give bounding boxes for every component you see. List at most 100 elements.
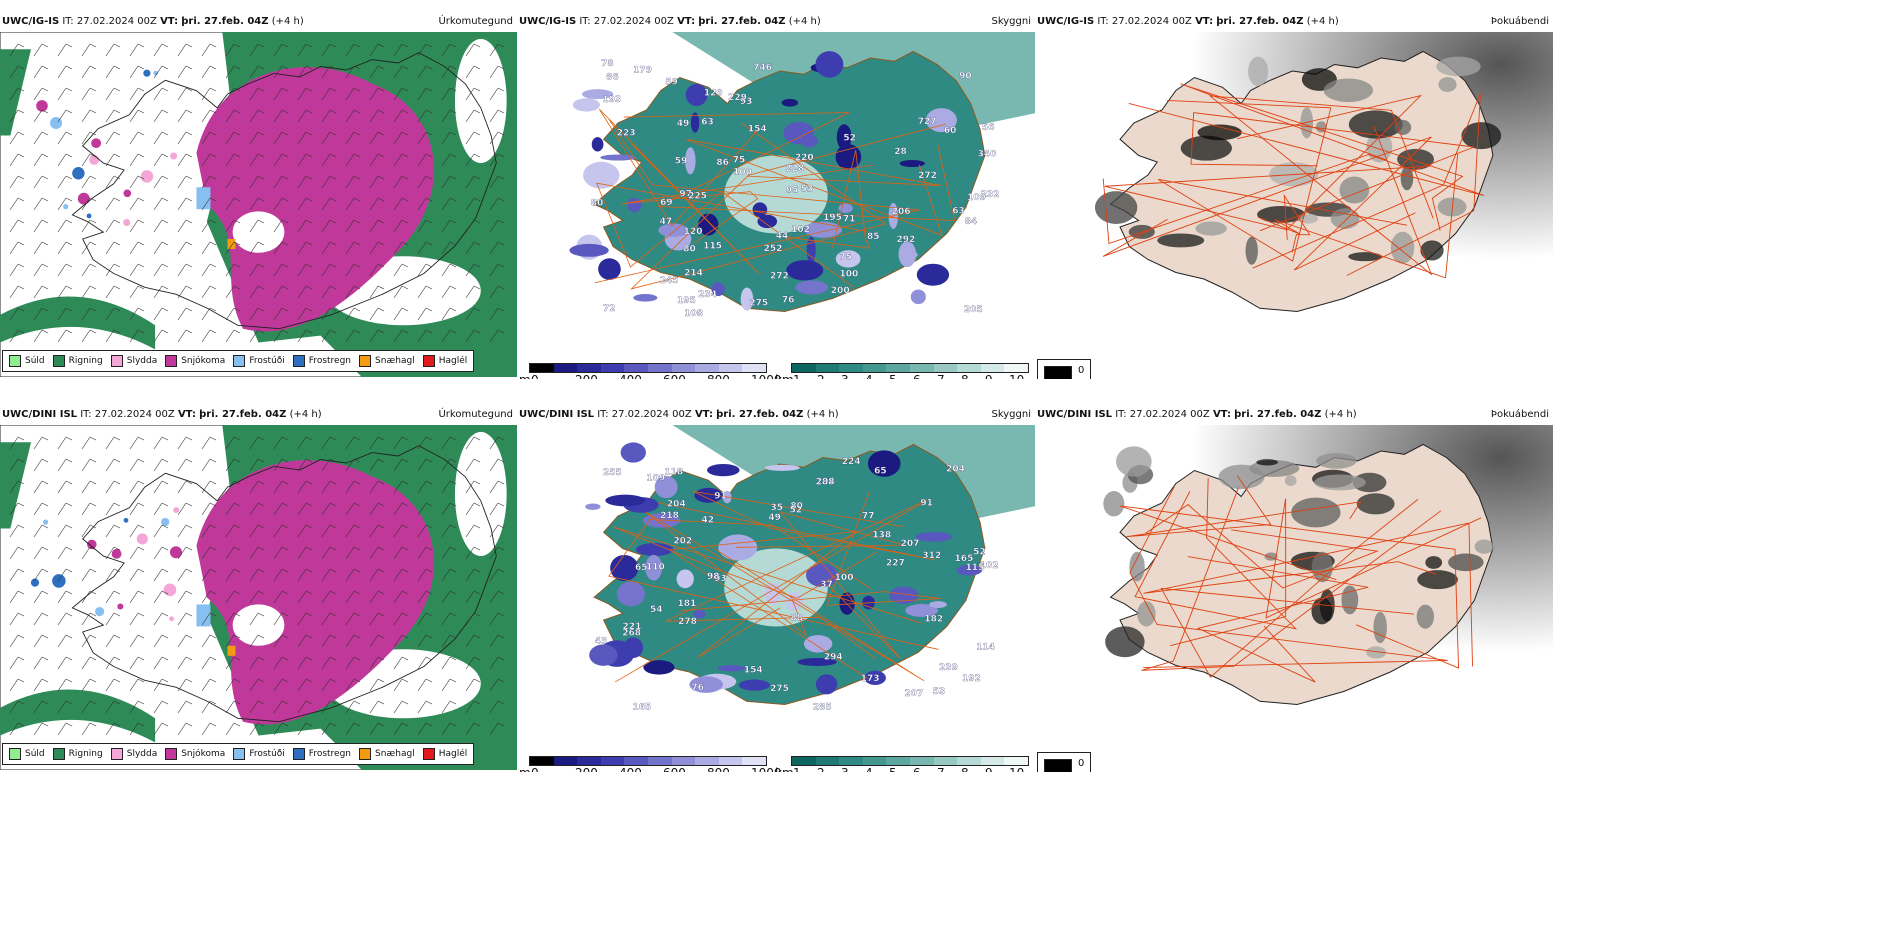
cloudbase-value: 200 [831, 286, 850, 296]
cloudbase-value: 54 [650, 605, 663, 615]
cloudbase-value: 102 [980, 561, 999, 571]
fog-panel: UWC/IG-IS IT: 27.02.2024 00Z VT: þri. 27… [1035, 12, 1553, 379]
cloudbase-value: 228 [785, 164, 804, 174]
panel-title: Skyggni [991, 409, 1031, 420]
precip-type-legend: Súld Rigning Slydda Snjókoma Frostúði Frostre… [2, 350, 475, 372]
cloudbase-value: 195 [677, 296, 696, 306]
cloudbase-ticks: m0 200 400 600 800 1000 [519, 373, 782, 379]
cloudbase-tick: 1000 [751, 373, 782, 379]
valid-time-label: VT: [1212, 409, 1231, 420]
legend-item: Frostúði [233, 748, 285, 760]
cloudbase-value: 204 [946, 465, 965, 475]
precip-type-legend: Súld Rigning Slydda Snjókoma Frostúði Frostre… [2, 743, 475, 765]
run-info: UWC/IG-IS IT: 27.02.2024 00Z VT: þri. 27… [517, 12, 821, 32]
visibility-tick: 4 [865, 373, 873, 379]
fog-map-svg [1035, 32, 1553, 357]
legend-label: Súld [25, 749, 45, 759]
cloudbase-value: 268 [622, 629, 641, 639]
visibility-tick: 5 [889, 373, 897, 379]
cloudbase-value: 53 [933, 687, 946, 697]
cloudbase-tick: 600 [663, 373, 686, 379]
cloudbase-value: 91 [714, 492, 727, 502]
cloudbase-tick: 200 [575, 373, 598, 379]
legend-swatch [422, 748, 435, 760]
fog-panel: UWC/DINI ISL IT: 27.02.2024 00Z VT: þri.… [1035, 405, 1553, 772]
init-time: 27.02.2024 00Z [611, 409, 692, 420]
cloudbase-unit: m [519, 766, 531, 772]
cloudbase-tick: 0 [531, 766, 539, 772]
legend-swatch [165, 748, 178, 760]
cloudbase-value: 193 [602, 95, 621, 105]
init-time: 27.02.2024 00Z [76, 16, 157, 27]
panel-header: UWC/IG-IS IT: 27.02.2024 00Z VT: þri. 27… [1035, 12, 1553, 32]
visibility-colorbar-swatches [791, 756, 1029, 766]
visibility-ticks: km1 2 3 4 5 6 7 8 9 10 [775, 766, 1033, 772]
cloudbase-colorbar: m0 200 400 600 800 1000 [519, 363, 782, 379]
cloudbase-value: 63 [701, 117, 714, 127]
precipitation-type-map [0, 425, 517, 770]
visibility-tick: 1 [793, 373, 801, 379]
legend-swatch [52, 748, 65, 760]
legend-item: Rigning [52, 355, 103, 367]
visibility-tick: 8 [961, 373, 969, 379]
cloudbase-value: 95 [786, 185, 799, 195]
cloudbase-value: 86 [606, 72, 619, 82]
cloudbase-value: 109 [646, 474, 665, 484]
cloudbase-value: 110 [646, 563, 665, 573]
valid-time: þri. 27.feb. 04Z [698, 16, 786, 27]
cloudbase-value: 234 [698, 290, 717, 300]
legend-label: Snjókoma [181, 356, 226, 366]
legend-swatch [110, 748, 123, 760]
legend-label: Snæhagl [375, 749, 415, 759]
cloudbase-tick: 0 [531, 373, 539, 379]
cloudbase-value: 129 [704, 88, 723, 98]
cloudbase-value: 173 [861, 674, 880, 684]
cloud-panel: UWC/DINI ISL IT: 27.02.2024 00Z VT: þri.… [517, 405, 1035, 772]
legend-swatch [292, 748, 305, 760]
cloudbase-value: 227 [886, 558, 905, 568]
cloudbase-value: 28 [894, 147, 907, 157]
cloudbase-value: 252 [764, 244, 783, 254]
visibility-colorbar: km1 2 3 4 5 6 7 8 9 10 [775, 363, 1033, 379]
fog-legend-swatch [1044, 366, 1072, 379]
cloudbase-value: 214 [684, 268, 703, 278]
lead-time: (+4 h) [788, 16, 821, 27]
precip-map-svg [0, 32, 517, 377]
cloudbase-tick: 400 [619, 766, 642, 772]
panel-header: UWC/IG-IS IT: 27.02.2024 00Z VT: þri. 27… [517, 12, 1035, 32]
visibility-colorbar: km1 2 3 4 5 6 7 8 9 10 [775, 756, 1033, 772]
legend-swatch [292, 355, 305, 367]
cloudbase-value: 80 [683, 244, 696, 254]
cloudbase-value: 100 [835, 573, 854, 583]
cloudbase-value: 80 [790, 502, 803, 512]
model-name: UWC/DINI ISL [2, 409, 78, 420]
cloudbase-value: 120 [684, 227, 703, 237]
cloudbase-value: 93 [714, 574, 727, 584]
cloudbase-value: 312 [922, 551, 941, 561]
cloudbase-value: 100 [733, 167, 752, 177]
cloudbase-value: 75 [839, 252, 852, 262]
valid-time-label: VT: [160, 16, 179, 27]
panel-title: Þokuábendi [1490, 16, 1549, 27]
legend-swatch [9, 355, 21, 367]
visibility-tick: 3 [841, 766, 849, 772]
cloudbase-value: 53 [801, 185, 814, 195]
cloudbase-colorbar-swatches [529, 756, 767, 766]
legend-swatch [52, 355, 65, 367]
visibility-tick: 6 [913, 373, 921, 379]
precip-panel: UWC/DINI ISL IT: 27.02.2024 00Z VT: þri.… [0, 405, 517, 772]
visibility-tick: 9 [985, 373, 993, 379]
cloudbase-value: 118 [664, 468, 683, 478]
cloudbase-value: 52 [843, 133, 856, 143]
cloudbase-tick: 1000 [751, 766, 782, 772]
legend-item: Snjókoma [165, 748, 225, 760]
cloudbase-value: 49 [768, 513, 781, 523]
legend-item: Frostregn [292, 355, 351, 367]
cloudbase-tick: 800 [707, 373, 730, 379]
legend-label: Frostúði [249, 356, 285, 366]
fog-legend-label: 0 [1078, 365, 1085, 376]
cloudbase-value: 202 [673, 536, 692, 546]
cloudbase-value: 154 [744, 665, 763, 675]
panel-header: UWC/IG-IS IT: 27.02.2024 00Z VT: þri. 27… [0, 12, 517, 32]
